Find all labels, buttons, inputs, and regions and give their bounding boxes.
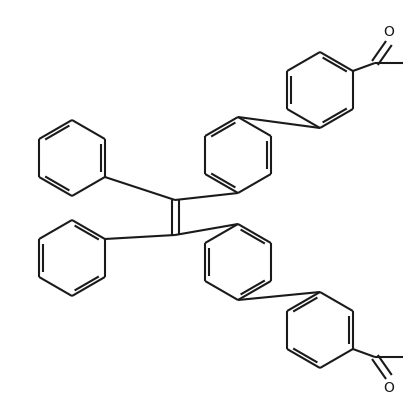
Text: O: O: [383, 381, 394, 395]
Text: O: O: [383, 25, 394, 39]
